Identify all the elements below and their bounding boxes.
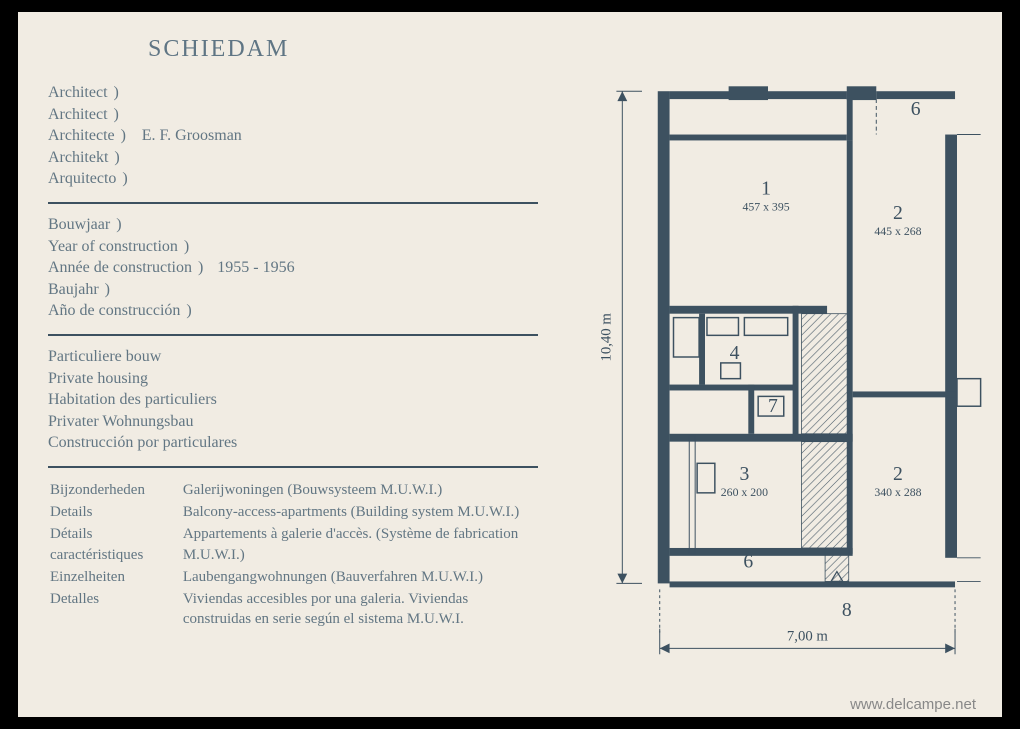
svg-text:2: 2 [893, 202, 903, 224]
divider [48, 334, 538, 336]
category-line: Particuliere bouw [48, 346, 538, 368]
details-row: EinzelheitenLaubengangwohnungen (Bauverf… [50, 567, 536, 587]
svg-text:7,00 m: 7,00 m [787, 629, 829, 645]
architect-block: Architect)Architect)Architecte)Architekt… [48, 82, 538, 190]
architect-label: Architect) [48, 82, 134, 104]
svg-text:340 x 288: 340 x 288 [874, 485, 921, 499]
svg-text:2: 2 [893, 463, 903, 485]
year-label: Baujahr) [48, 279, 209, 301]
year-label: Année de construction) [48, 257, 209, 279]
svg-text:445 x 268: 445 x 268 [874, 224, 921, 238]
svg-text:6: 6 [743, 551, 753, 573]
svg-text:1: 1 [761, 178, 771, 200]
svg-text:457 x 395: 457 x 395 [742, 199, 789, 213]
details-label: Einzelheiten [50, 567, 181, 587]
year-label: Bouwjaar) [48, 214, 209, 236]
document-card: SCHIEDAM Architect)Architect)Architecte)… [18, 12, 1002, 717]
architect-label: Arquitecto) [48, 168, 134, 190]
details-label: Detalles [50, 589, 181, 630]
details-text: Appartements à galerie d'accès. (Système… [183, 524, 536, 565]
category-line: Habitation des particuliers [48, 389, 538, 411]
divider [48, 202, 538, 204]
details-text: Laubengangwohnungen (Bauverfahren M.U.W.… [183, 567, 536, 587]
details-row: Détails caractéristiquesAppartements à g… [50, 524, 536, 565]
svg-text:260 x 200: 260 x 200 [721, 485, 768, 499]
details-text: Balcony-access-apartments (Building syst… [183, 502, 536, 522]
details-label: Details [50, 502, 181, 522]
details-table: BijzonderhedenGalerijwoningen (Bouwsyste… [48, 478, 538, 632]
category-line: Construcción por particulares [48, 432, 538, 454]
svg-text:8: 8 [842, 599, 852, 621]
text-column: Architect)Architect)Architecte)Architekt… [48, 82, 538, 632]
svg-text:4: 4 [730, 342, 740, 364]
floor-plan: 1457 x 3952445 x 268473260 x 2002340 x 2… [548, 42, 988, 672]
floor-plan-svg: 1457 x 3952445 x 268473260 x 2002340 x 2… [548, 42, 988, 672]
category-line: Privater Wohnungsbau [48, 411, 538, 433]
title: SCHIEDAM [148, 36, 289, 63]
details-row: DetallesViviendas accesibles por una gal… [50, 589, 536, 630]
svg-text:7: 7 [768, 395, 778, 417]
year-block: Bouwjaar)Year of construction)Année de c… [48, 214, 538, 322]
details-label: Bijzonderheden [50, 480, 181, 500]
watermark: www.delcampe.net [850, 696, 976, 713]
year-label: Year of construction) [48, 236, 209, 258]
svg-text:10,40 m: 10,40 m [599, 313, 615, 362]
architect-label: Architekt) [48, 147, 134, 169]
details-text: Viviendas accesibles por una galeria. Vi… [183, 589, 536, 630]
architect-name: E. F. Groosman [134, 125, 242, 147]
architect-label: Architect) [48, 104, 134, 126]
details-row: DetailsBalcony-access-apartments (Buildi… [50, 502, 536, 522]
details-label: Détails caractéristiques [50, 524, 181, 565]
category-block: Particuliere bouwPrivate housingHabitati… [48, 346, 538, 454]
category-line: Private housing [48, 368, 538, 390]
svg-text:3: 3 [739, 463, 749, 485]
details-row: BijzonderhedenGalerijwoningen (Bouwsyste… [50, 480, 536, 500]
details-text: Galerijwoningen (Bouwsysteem M.U.W.I.) [183, 480, 536, 500]
year-value: 1955 - 1956 [209, 257, 294, 279]
architect-label: Architecte) [48, 125, 134, 147]
year-label: Año de construcción) [48, 300, 209, 322]
divider [48, 466, 538, 468]
svg-text:6: 6 [911, 98, 921, 120]
